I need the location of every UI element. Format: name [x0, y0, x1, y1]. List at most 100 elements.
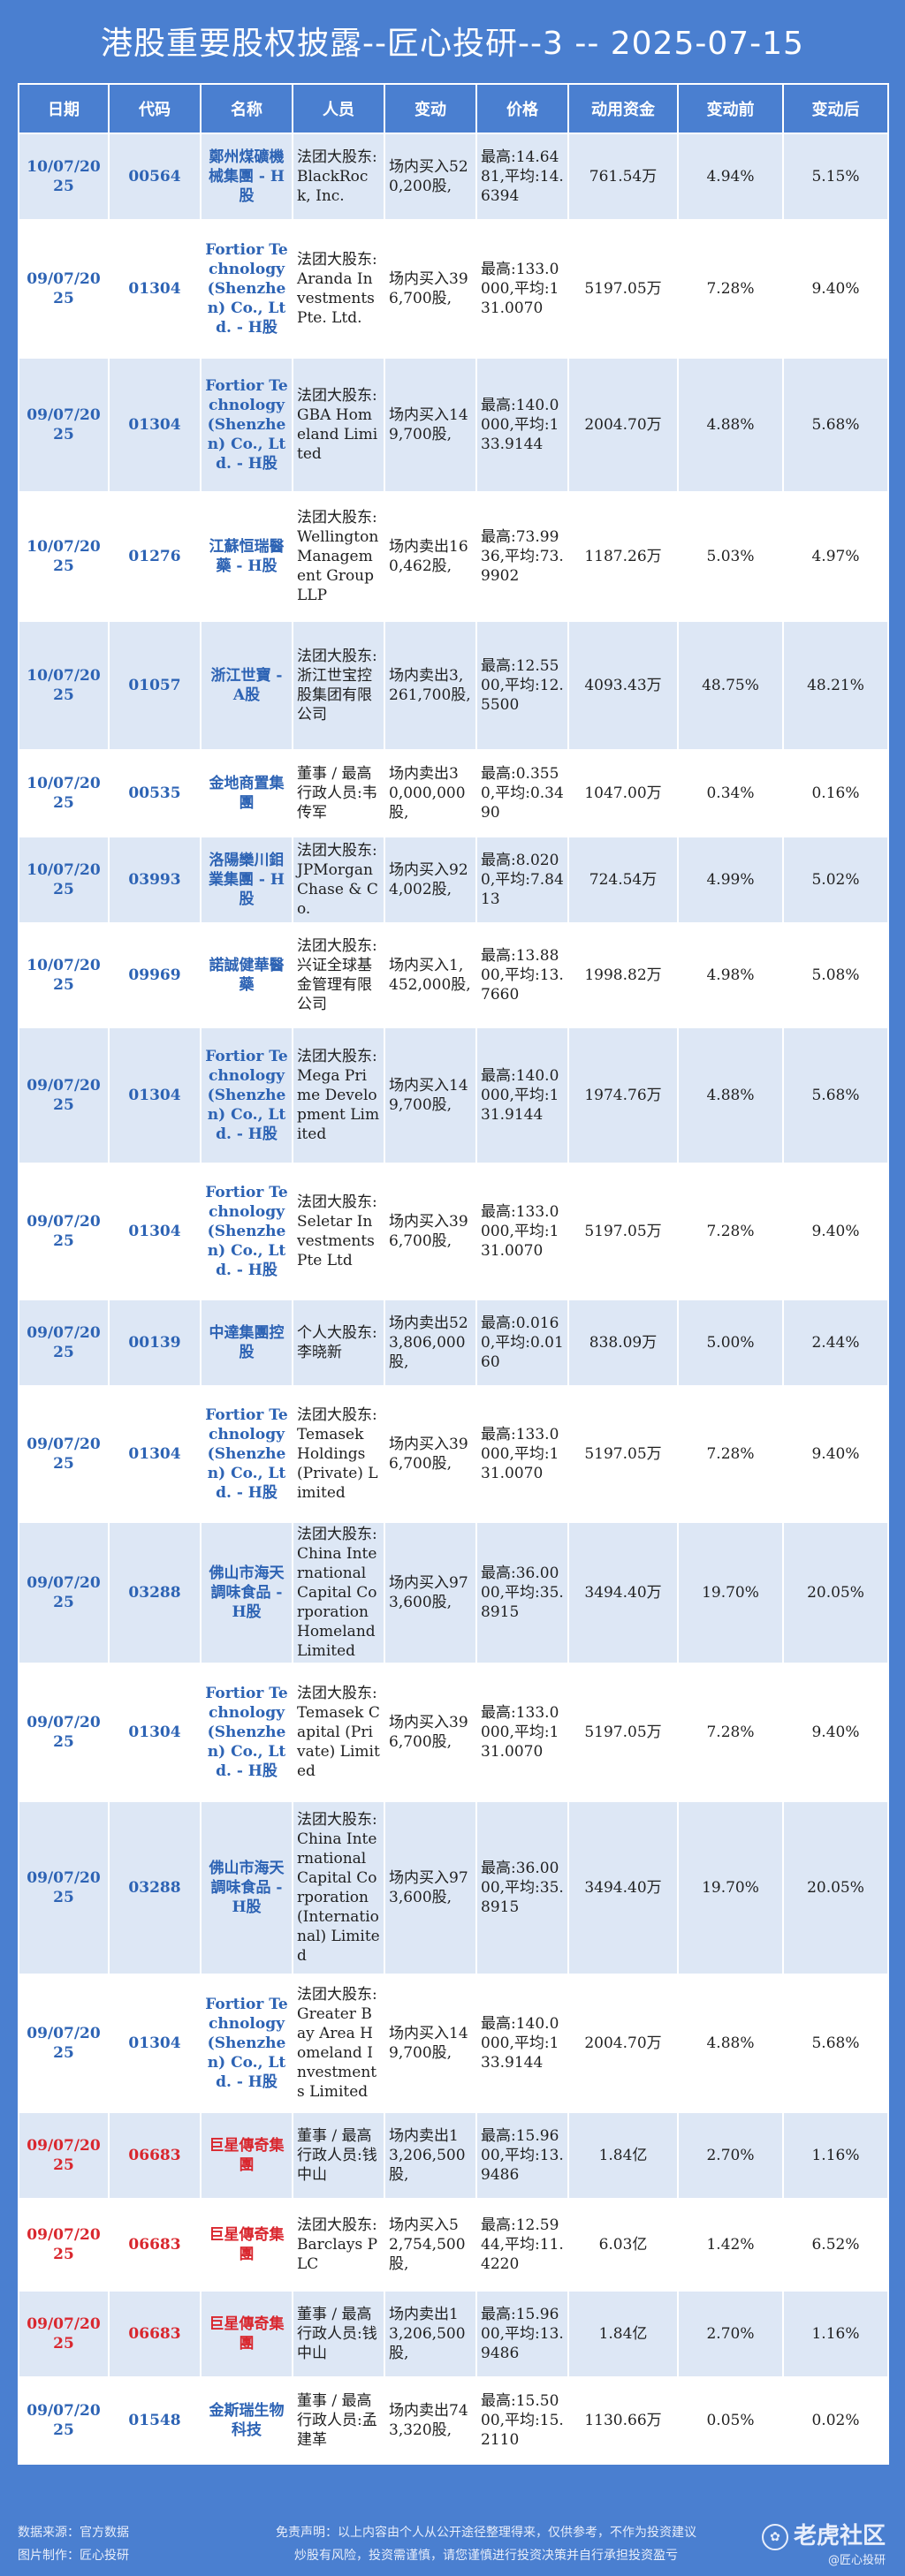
- cell-name: Fortior Technology (Shenzhen) Co., Ltd. …: [200, 1385, 293, 1523]
- cell-before: 5.00%: [677, 1299, 784, 1387]
- brand-logo-text: 老虎社区: [793, 2523, 886, 2549]
- cell-funds: 4093.43万: [567, 620, 679, 751]
- cell-name: 中達集團控股: [200, 1299, 293, 1387]
- cell-change: 场内卖出30,000,000股,: [384, 749, 477, 837]
- cell-before: 4.99%: [677, 836, 784, 924]
- cell-funds: 1998.82万: [567, 922, 679, 1028]
- cell-person: 法团大股东:兴证全球基金管理有限公司: [292, 922, 385, 1028]
- cell-date: 09/07/2025: [18, 2111, 110, 2200]
- cell-before: 4.94%: [677, 133, 784, 221]
- cell-code: 01304: [108, 1163, 202, 1300]
- cell-date: 09/07/2025: [18, 1663, 110, 1802]
- footer-source: 数据来源：官方数据: [18, 2526, 129, 2540]
- cell-price: 最高:0.3550,平均:0.3490: [475, 749, 569, 837]
- cell-person: 法团大股东:Barclays PLC: [292, 2198, 385, 2292]
- cell-funds: 1130.66万: [567, 2376, 679, 2465]
- cell-date: 09/07/2025: [18, 219, 110, 359]
- cell-after: 9.40%: [782, 1163, 889, 1300]
- cell-price: 最高:36.0000,平均:35.8915: [475, 1800, 569, 1975]
- footer: 数据来源：官方数据 图片制作：匠心投研 免责声明：以上内容由个人从公开途径整理得…: [0, 2509, 905, 2576]
- cell-after: 1.16%: [782, 2290, 889, 2378]
- cell-code: 06683: [108, 2290, 202, 2378]
- cell-price: 最高:133.0000,平均:131.0070: [475, 1385, 569, 1523]
- cell-code: 03288: [108, 1800, 202, 1975]
- cell-funds: 1974.76万: [567, 1027, 679, 1164]
- cell-name: 鄭州煤礦機械集團 - H股: [200, 133, 293, 221]
- cell-after: 0.02%: [782, 2376, 889, 2465]
- tiger-icon: ✿: [761, 2523, 788, 2550]
- cell-change: 场内卖出523,806,000股,: [384, 1299, 477, 1387]
- cell-after: 6.52%: [782, 2198, 889, 2292]
- cell-change: 场内买入520,200股,: [384, 133, 477, 221]
- cell-price: 最高:36.0000,平均:35.8915: [475, 1521, 569, 1664]
- cell-before: 7.28%: [677, 1663, 784, 1802]
- cell-funds: 5197.05万: [567, 1663, 679, 1802]
- footer-maker: 图片制作：匠心投研: [18, 2549, 129, 2563]
- cell-person: 个人大股东:李晓新: [292, 1299, 385, 1387]
- cell-funds: 761.54万: [567, 133, 679, 221]
- table-row: 09/07/2025 01304 Fortior Technology (Shenz…: [18, 357, 889, 493]
- footer-disclaimer-line-1: 免责声明：以上内容由个人从公开途径整理得来，仅供参考，不作为投资建议: [276, 2526, 696, 2540]
- cell-before: 19.70%: [677, 1800, 784, 1975]
- cell-code: 06683: [108, 2198, 202, 2292]
- cell-funds: 1187.26万: [567, 491, 679, 622]
- cell-funds: 3494.40万: [567, 1800, 679, 1975]
- cell-before: 2.70%: [677, 2111, 784, 2200]
- cell-date: 10/07/2025: [18, 133, 110, 221]
- table-row: 09/07/2025 01304 Fortior Technology (Shenz…: [18, 1163, 889, 1300]
- cell-change: 场内买入396,700股,: [384, 1385, 477, 1523]
- table-row: 09/07/2025 01304 Fortior Technology (Shenz…: [18, 1385, 889, 1523]
- cell-price: 最高:140.0000,平均:133.9144: [475, 1974, 569, 2113]
- cell-funds: 2004.70万: [567, 1974, 679, 2113]
- cell-code: 01304: [108, 1663, 202, 1802]
- cell-after: 20.05%: [782, 1800, 889, 1975]
- cell-after: 0.16%: [782, 749, 889, 837]
- cell-name: Fortior Technology (Shenzhen) Co., Ltd. …: [200, 1163, 293, 1300]
- table-row: 09/07/2025 01304 Fortior Technology (Shenz…: [18, 219, 889, 359]
- cell-person: 法团大股东:Temasek Capital (Private) Limited: [292, 1663, 385, 1802]
- cell-name: 巨星傳奇集團: [200, 2111, 293, 2200]
- cell-price: 最高:15.9600,平均:13.9486: [475, 2111, 569, 2200]
- cell-person: 法团大股东:Mega Prime Development Limited: [292, 1027, 385, 1164]
- cell-before: 7.28%: [677, 1163, 784, 1300]
- cell-code: 00535: [108, 749, 202, 837]
- cell-change: 场内买入149,700股,: [384, 357, 477, 493]
- cell-person: 董事 / 最高行政人员:钱中山: [292, 2290, 385, 2378]
- table-row: 09/07/2025 06683 巨星傳奇集團 法团大股东:Barclays PLC 场…: [18, 2198, 889, 2292]
- cell-date: 10/07/2025: [18, 922, 110, 1028]
- cell-after: 5.68%: [782, 1974, 889, 2113]
- cell-change: 场内买入396,700股,: [384, 1663, 477, 1802]
- brand-logo-sub: @匠心投研: [827, 2554, 886, 2567]
- cell-price: 最高:73.9936,平均:73.9902: [475, 491, 569, 622]
- table-row: 09/07/2025 01304 Fortior Technology (Shenz…: [18, 1974, 889, 2113]
- cell-price: 最高:0.0160,平均:0.0160: [475, 1299, 569, 1387]
- cell-code: 00139: [108, 1299, 202, 1387]
- cell-change: 场内卖出13,206,500股,: [384, 2111, 477, 2200]
- cell-name: 佛山市海天調味食品 - H股: [200, 1800, 293, 1975]
- cell-date: 10/07/2025: [18, 749, 110, 837]
- cell-before: 19.70%: [677, 1521, 784, 1664]
- table-row: 09/07/2025 00139 中達集團控股 个人大股东:李晓新 场内卖出523,80…: [18, 1299, 889, 1387]
- table-row: 09/07/2025 06683 巨星傳奇集團 董事 / 最高行政人员:钱中山 场内卖出…: [18, 2290, 889, 2378]
- cell-code: 06683: [108, 2111, 202, 2200]
- cell-price: 最高:12.5500,平均:12.5500: [475, 620, 569, 751]
- cell-funds: 838.09万: [567, 1299, 679, 1387]
- table-body: 10/07/2025 00564 鄭州煤礦機械集團 - H股 法团大股东:BlackR…: [18, 133, 889, 2465]
- col-header-name: 名称: [200, 83, 293, 134]
- cell-name: 洛陽欒川鉬業集團 - H股: [200, 836, 293, 924]
- cell-person: 法团大股东:Seletar Investments Pte Ltd: [292, 1163, 385, 1300]
- cell-funds: 5197.05万: [567, 1163, 679, 1300]
- cell-before: 4.88%: [677, 1974, 784, 2113]
- cell-funds: 1.84亿: [567, 2111, 679, 2200]
- cell-price: 最高:12.5944,平均:11.4220: [475, 2198, 569, 2292]
- cell-person: 董事 / 最高行政人员:孟建革: [292, 2376, 385, 2465]
- cell-name: 巨星傳奇集團: [200, 2198, 293, 2292]
- col-header-before: 变动前: [677, 83, 784, 134]
- cell-before: 1.42%: [677, 2198, 784, 2292]
- cell-after: 5.08%: [782, 922, 889, 1028]
- cell-date: 10/07/2025: [18, 836, 110, 924]
- cell-price: 最高:14.6481,平均:14.6394: [475, 133, 569, 221]
- cell-person: 法团大股东:China International Capital Corpor…: [292, 1800, 385, 1975]
- cell-price: 最高:140.0000,平均:131.9144: [475, 1027, 569, 1164]
- table-row: 09/07/2025 01304 Fortior Technology (Shenz…: [18, 1663, 889, 1802]
